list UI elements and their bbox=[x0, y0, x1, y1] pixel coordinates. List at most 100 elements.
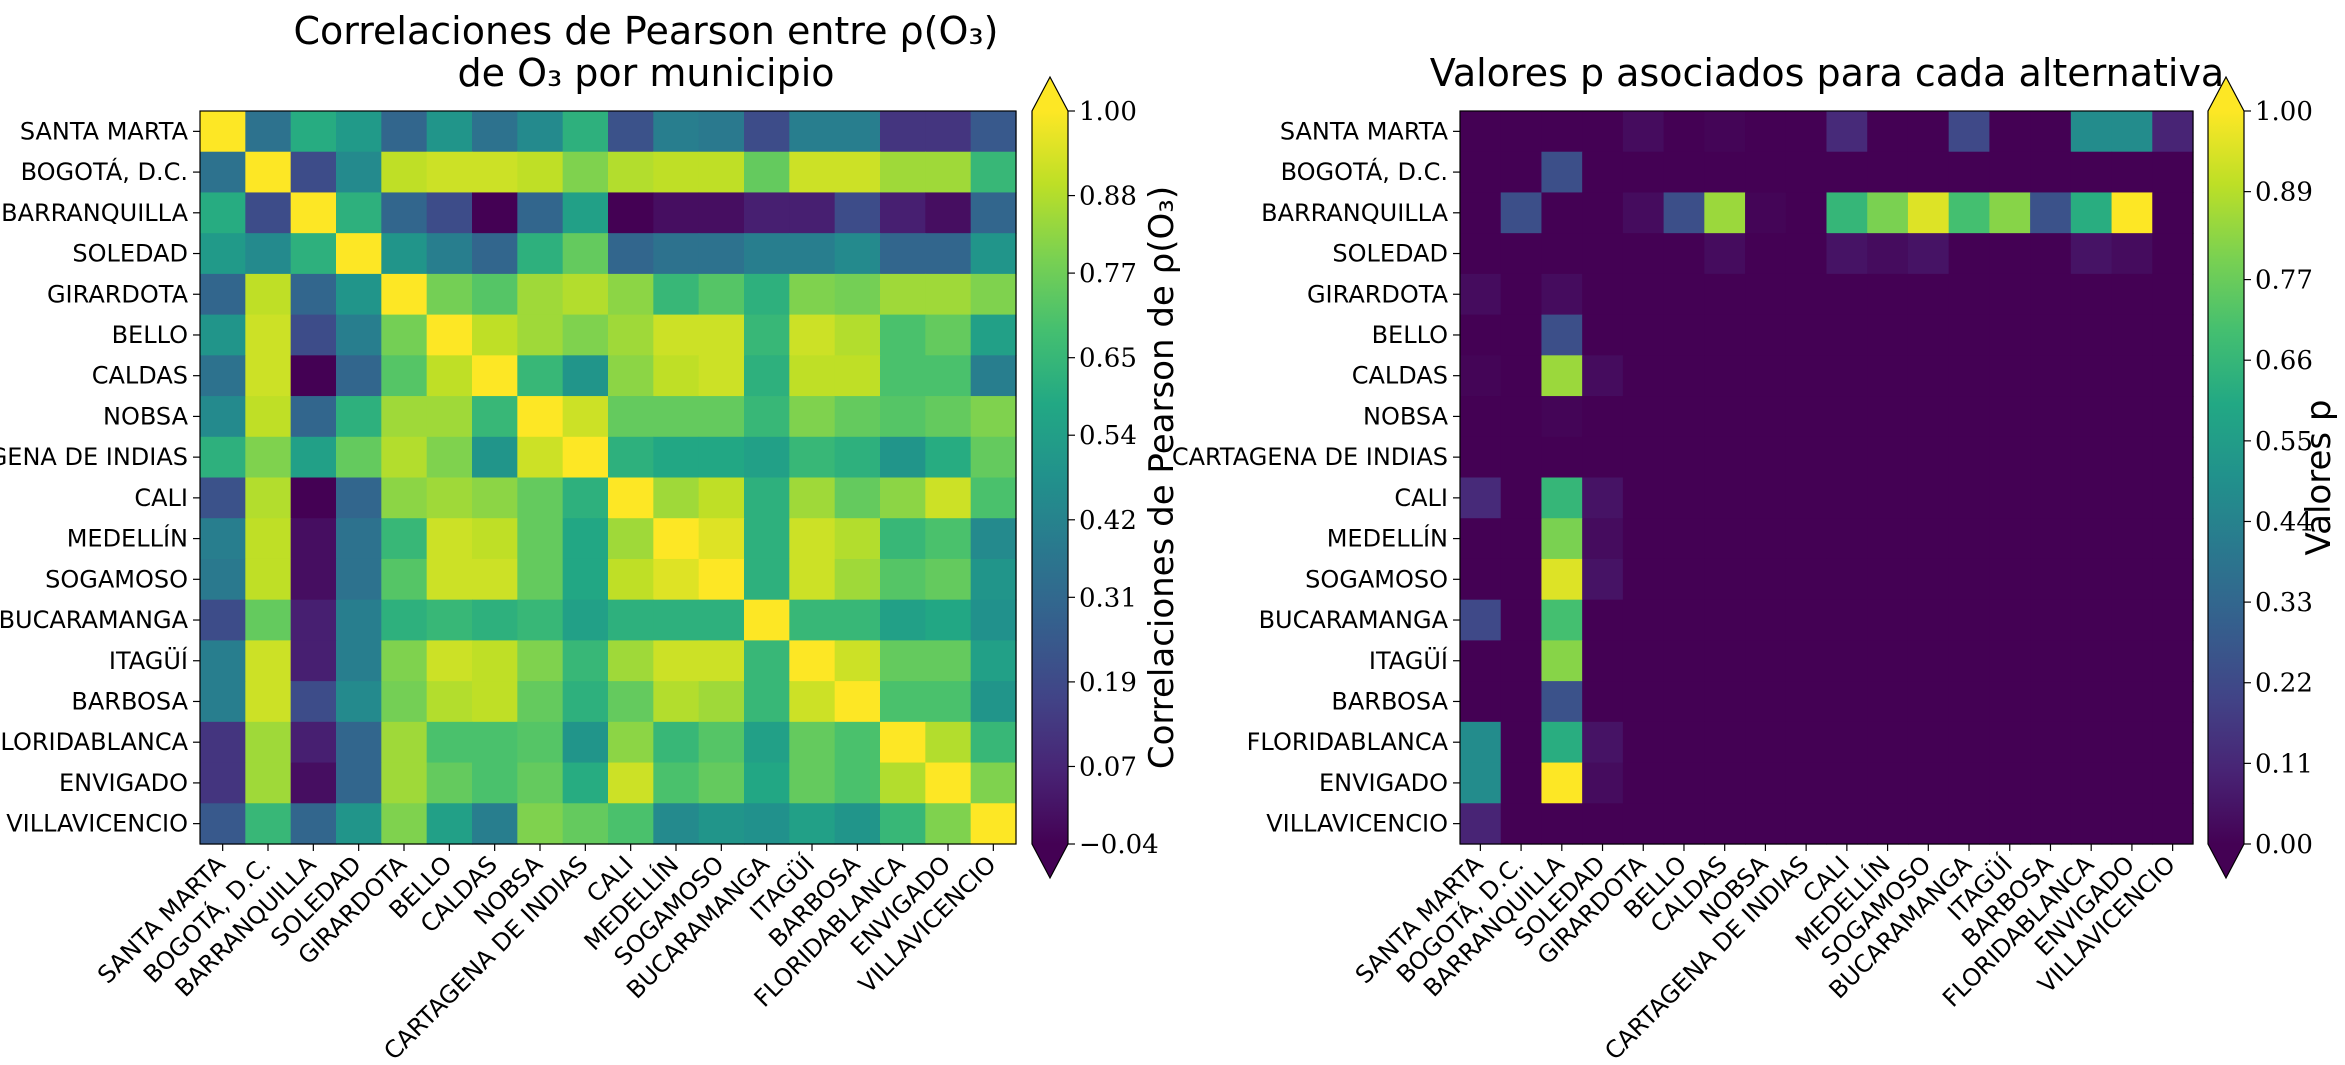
heatmap-cell bbox=[698, 681, 745, 723]
heatmap-cell bbox=[608, 233, 654, 275]
colorbar-tick-label: 0.55 bbox=[2255, 427, 2313, 457]
heatmap-cell bbox=[1663, 762, 1705, 804]
heatmap-cell bbox=[2111, 396, 2153, 438]
heatmap-cell bbox=[381, 192, 428, 234]
heatmap-cell bbox=[1785, 558, 1828, 601]
heatmap-cell bbox=[2152, 477, 2194, 519]
heatmap-cell bbox=[1500, 233, 1543, 275]
heatmap-cell bbox=[789, 762, 836, 804]
heatmap-cell bbox=[381, 355, 428, 397]
heatmap-cell bbox=[1948, 762, 1990, 804]
heatmap-cell bbox=[290, 192, 337, 234]
y-tick-label-caldas: CALDAS bbox=[1352, 362, 1448, 390]
heatmap-cell bbox=[290, 477, 337, 519]
heatmap-cell bbox=[1500, 314, 1543, 356]
heatmap-cell bbox=[426, 518, 473, 560]
heatmap-cell bbox=[381, 518, 428, 560]
heatmap-cell bbox=[381, 721, 428, 764]
heatmap-cell bbox=[2152, 233, 2194, 275]
heatmap-cell bbox=[472, 192, 518, 234]
heatmap-cell bbox=[381, 599, 428, 641]
heatmap-cell bbox=[2070, 681, 2113, 723]
heatmap-cell bbox=[1826, 803, 1868, 845]
heatmap-cell bbox=[426, 721, 473, 764]
heatmap-cell bbox=[1907, 314, 1950, 356]
heatmap-cell bbox=[2111, 721, 2153, 764]
heatmap-cell bbox=[1867, 762, 1909, 804]
heatmap-cell bbox=[1541, 314, 1583, 356]
heatmap-cell bbox=[744, 518, 790, 560]
heatmap-cell bbox=[880, 518, 926, 560]
heatmap-cell bbox=[789, 273, 836, 316]
heatmap-cell bbox=[290, 681, 337, 723]
heatmap-cell bbox=[472, 314, 518, 356]
heatmap-cell bbox=[925, 111, 972, 153]
heatmap-cell bbox=[426, 111, 473, 153]
heatmap-cell bbox=[245, 151, 292, 194]
heatmap-cell bbox=[1785, 762, 1828, 804]
heatmap-cell bbox=[1582, 233, 1624, 275]
heatmap-cell bbox=[245, 396, 292, 438]
heatmap-cell bbox=[1460, 721, 1502, 764]
heatmap-cell bbox=[1460, 396, 1502, 438]
heatmap-cell bbox=[1989, 640, 2031, 682]
heatmap-cell bbox=[200, 233, 246, 275]
heatmap-cell bbox=[1907, 762, 1950, 804]
heatmap-cell bbox=[336, 233, 382, 275]
heatmap-cell bbox=[1460, 111, 1502, 153]
heatmap-cell bbox=[925, 681, 972, 723]
heatmap-cell bbox=[1582, 273, 1624, 316]
heatmap-cell bbox=[562, 599, 609, 641]
heatmap-cell bbox=[1826, 233, 1868, 275]
heatmap-cell bbox=[608, 192, 654, 234]
heatmap-cell bbox=[2070, 518, 2113, 560]
colorbar-gradient bbox=[1032, 111, 1068, 844]
heatmap-cell bbox=[1867, 192, 1909, 234]
heatmap-cell bbox=[1541, 396, 1583, 438]
heatmap-cell bbox=[290, 436, 337, 479]
heatmap-cell bbox=[608, 436, 654, 479]
heatmap-cell bbox=[1500, 803, 1543, 845]
heatmap-cell bbox=[1704, 111, 1746, 153]
y-tick-label-medell-n: MEDELLÍN bbox=[67, 524, 188, 553]
heatmap-cell bbox=[517, 233, 564, 275]
heatmap-cell bbox=[834, 396, 881, 438]
heatmap-cell bbox=[426, 477, 473, 519]
heatmap-cell bbox=[1948, 151, 1990, 194]
heatmap-cell bbox=[1622, 762, 1665, 804]
heatmap-cell bbox=[608, 640, 654, 682]
heatmap-cell bbox=[290, 396, 337, 438]
heatmap-cell bbox=[1948, 192, 1990, 234]
y-tick-label-villavicencio: VILLAVICENCIO bbox=[6, 810, 188, 838]
heatmap-cell bbox=[562, 681, 609, 723]
heatmap-cell bbox=[925, 721, 972, 764]
heatmap-cell bbox=[1663, 640, 1705, 682]
heatmap-cell bbox=[789, 111, 836, 153]
heatmap-cell bbox=[1785, 599, 1828, 641]
heatmap-cell bbox=[2070, 477, 2113, 519]
heatmap-cell bbox=[1460, 640, 1502, 682]
heatmap-cell bbox=[834, 273, 881, 316]
heatmap-cell bbox=[1867, 803, 1909, 845]
heatmap-cell bbox=[698, 192, 745, 234]
heatmap-cell bbox=[1663, 192, 1705, 234]
heatmap-cell bbox=[1745, 436, 1787, 479]
heatmap-cell bbox=[608, 721, 654, 764]
heatmap-cell bbox=[290, 721, 337, 764]
heatmap-cell bbox=[200, 396, 246, 438]
heatmap-cell bbox=[1989, 518, 2031, 560]
heatmap-cell bbox=[1541, 640, 1583, 682]
heatmap-cell bbox=[381, 436, 428, 479]
heatmap-cell bbox=[1989, 314, 2031, 356]
heatmap-cell bbox=[1460, 558, 1502, 601]
heatmap-cell bbox=[1704, 151, 1746, 194]
heatmap-cell bbox=[744, 681, 790, 723]
heatmap-cell bbox=[880, 111, 926, 153]
heatmap-cell bbox=[1948, 273, 1990, 316]
heatmap-cell bbox=[653, 599, 700, 641]
colorbar-tick-label: 0.33 bbox=[2255, 588, 2313, 618]
heatmap-cell bbox=[2030, 192, 2072, 234]
heatmap-cell bbox=[970, 436, 1017, 479]
heatmap-cell bbox=[744, 640, 790, 682]
y-tick-label-caldas: CALDAS bbox=[92, 362, 188, 390]
